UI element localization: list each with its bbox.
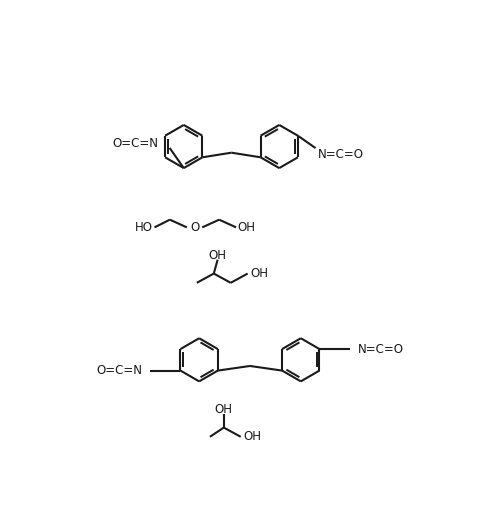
Text: HO: HO bbox=[135, 221, 153, 234]
Text: OH: OH bbox=[250, 267, 268, 280]
Text: O: O bbox=[190, 221, 199, 234]
Text: O=C=N: O=C=N bbox=[96, 364, 142, 377]
Text: OH: OH bbox=[208, 249, 226, 261]
Text: OH: OH bbox=[243, 430, 261, 444]
Text: OH: OH bbox=[215, 402, 233, 416]
Text: O=C=N: O=C=N bbox=[113, 137, 159, 150]
Text: OH: OH bbox=[238, 221, 256, 234]
Text: N=C=O: N=C=O bbox=[358, 343, 404, 355]
Text: N=C=O: N=C=O bbox=[318, 148, 364, 161]
